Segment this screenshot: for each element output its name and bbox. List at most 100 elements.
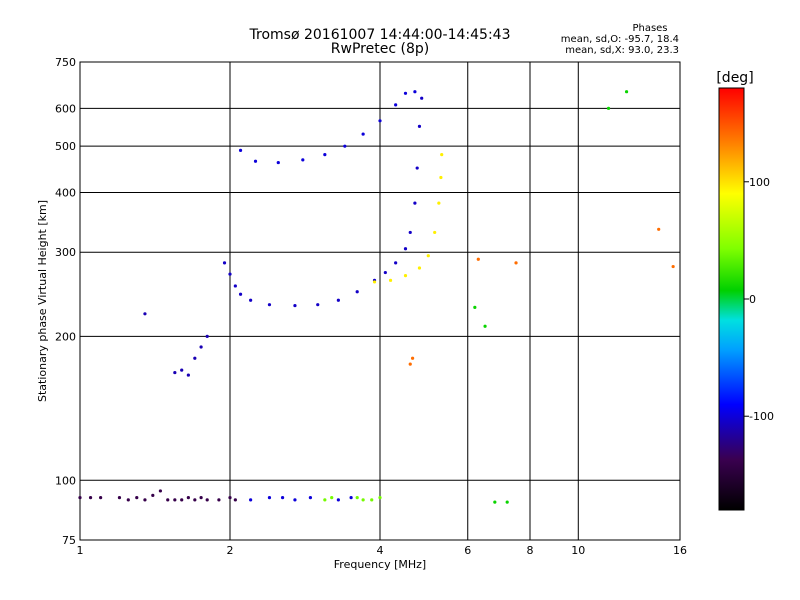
data-point — [78, 495, 82, 500]
data-point — [657, 227, 661, 231]
data-point — [99, 495, 103, 500]
data-point — [233, 284, 237, 288]
colorbar-tick-label: 0 — [749, 293, 756, 306]
data-point — [514, 261, 518, 265]
y-tick-label: 75 — [62, 534, 76, 547]
data-point — [193, 356, 197, 360]
x-tick-label: 10 — [571, 544, 585, 557]
data-point — [193, 498, 197, 502]
y-tick-label: 200 — [55, 330, 76, 343]
data-point — [361, 498, 365, 502]
data-point — [228, 272, 232, 276]
x-axis: 1 2 4 6 8 10 16 — [77, 544, 688, 557]
chart-title: Tromsø 20161007 14:44:00-14:45:43 — [249, 27, 511, 43]
data-point — [403, 247, 408, 251]
data-point — [166, 498, 170, 502]
data-point — [437, 201, 441, 205]
data-point — [388, 278, 393, 282]
data-point — [199, 345, 203, 349]
data-point — [143, 498, 147, 502]
data-point — [316, 303, 320, 307]
data-point — [228, 495, 232, 500]
x-tick-label: 8 — [527, 544, 534, 557]
data-point — [308, 495, 313, 500]
phases-x: mean, sd,X: 93.0, 23.3 — [565, 45, 679, 56]
data-point — [186, 495, 190, 500]
x-tick-label: 6 — [464, 544, 471, 557]
data-point — [173, 370, 177, 375]
data-point — [233, 498, 237, 502]
data-point — [249, 498, 253, 502]
chart-subtitle: RwPretec (8p) — [331, 41, 429, 57]
x-tick-label: 1 — [77, 544, 84, 557]
data-point — [293, 303, 297, 308]
data-point — [415, 166, 419, 170]
colorbar-tick-label: 100 — [749, 176, 770, 189]
data-point — [410, 356, 415, 360]
data-point — [336, 498, 340, 502]
data-point — [372, 280, 377, 284]
data-point — [408, 362, 412, 366]
y-tick-label: 750 — [55, 56, 76, 69]
data-point — [408, 230, 412, 235]
colorbar-label: [deg] — [716, 70, 753, 86]
y-tick-label: 500 — [55, 140, 76, 153]
data-point — [378, 119, 382, 123]
data-point — [180, 498, 184, 502]
data-point — [217, 498, 221, 502]
data-point — [417, 124, 422, 128]
y-tick-label: 100 — [55, 474, 76, 487]
data-point — [403, 91, 408, 95]
data-point — [349, 495, 353, 500]
data-point — [606, 106, 611, 110]
data-point — [238, 292, 243, 296]
colorbar — [718, 87, 745, 511]
data-point — [483, 324, 487, 328]
data-point — [361, 132, 365, 136]
data-point — [440, 153, 444, 157]
data-point — [383, 270, 387, 275]
data-point — [158, 489, 163, 493]
data-point — [433, 230, 437, 235]
data-point — [276, 160, 280, 165]
data-point — [143, 312, 147, 316]
data-point — [420, 96, 424, 100]
x-axis-label: Frequency [MHz] — [334, 558, 426, 571]
data-point — [199, 495, 203, 500]
x-tick-label: 2 — [227, 544, 234, 557]
data-point — [417, 266, 422, 270]
data-point — [267, 495, 272, 500]
data-point — [330, 495, 334, 500]
data-point — [476, 257, 480, 261]
phases-o: mean, sd,O: -95.7, 18.4 — [561, 34, 679, 45]
phases-label: Phases — [632, 23, 667, 34]
y-axis-label: Stationary phase Virtual Height [km] — [36, 200, 49, 402]
colorbar-ticks: 100 0 -100 — [744, 176, 774, 423]
data-point — [336, 298, 340, 302]
data-point — [624, 90, 629, 94]
data-point — [426, 254, 430, 258]
data-point — [671, 264, 675, 269]
data-point — [505, 500, 509, 504]
data-point — [186, 373, 190, 377]
y-tick-label: 400 — [55, 186, 76, 199]
data-point — [413, 201, 417, 205]
data-point — [355, 495, 359, 500]
data-point — [355, 290, 359, 294]
scatter-points — [78, 90, 675, 504]
data-point — [323, 498, 327, 502]
x-tick-label: 4 — [377, 544, 384, 557]
data-point — [253, 159, 258, 163]
grid — [80, 62, 680, 540]
x-tick-label: 16 — [673, 544, 687, 557]
data-point — [267, 303, 272, 307]
data-point — [117, 495, 122, 500]
data-point — [88, 495, 93, 500]
data-point — [126, 498, 130, 502]
data-point — [370, 498, 374, 502]
data-point — [173, 498, 177, 502]
y-tick-label: 300 — [55, 246, 76, 259]
data-point — [249, 298, 253, 302]
y-tick-label: 600 — [55, 102, 76, 115]
